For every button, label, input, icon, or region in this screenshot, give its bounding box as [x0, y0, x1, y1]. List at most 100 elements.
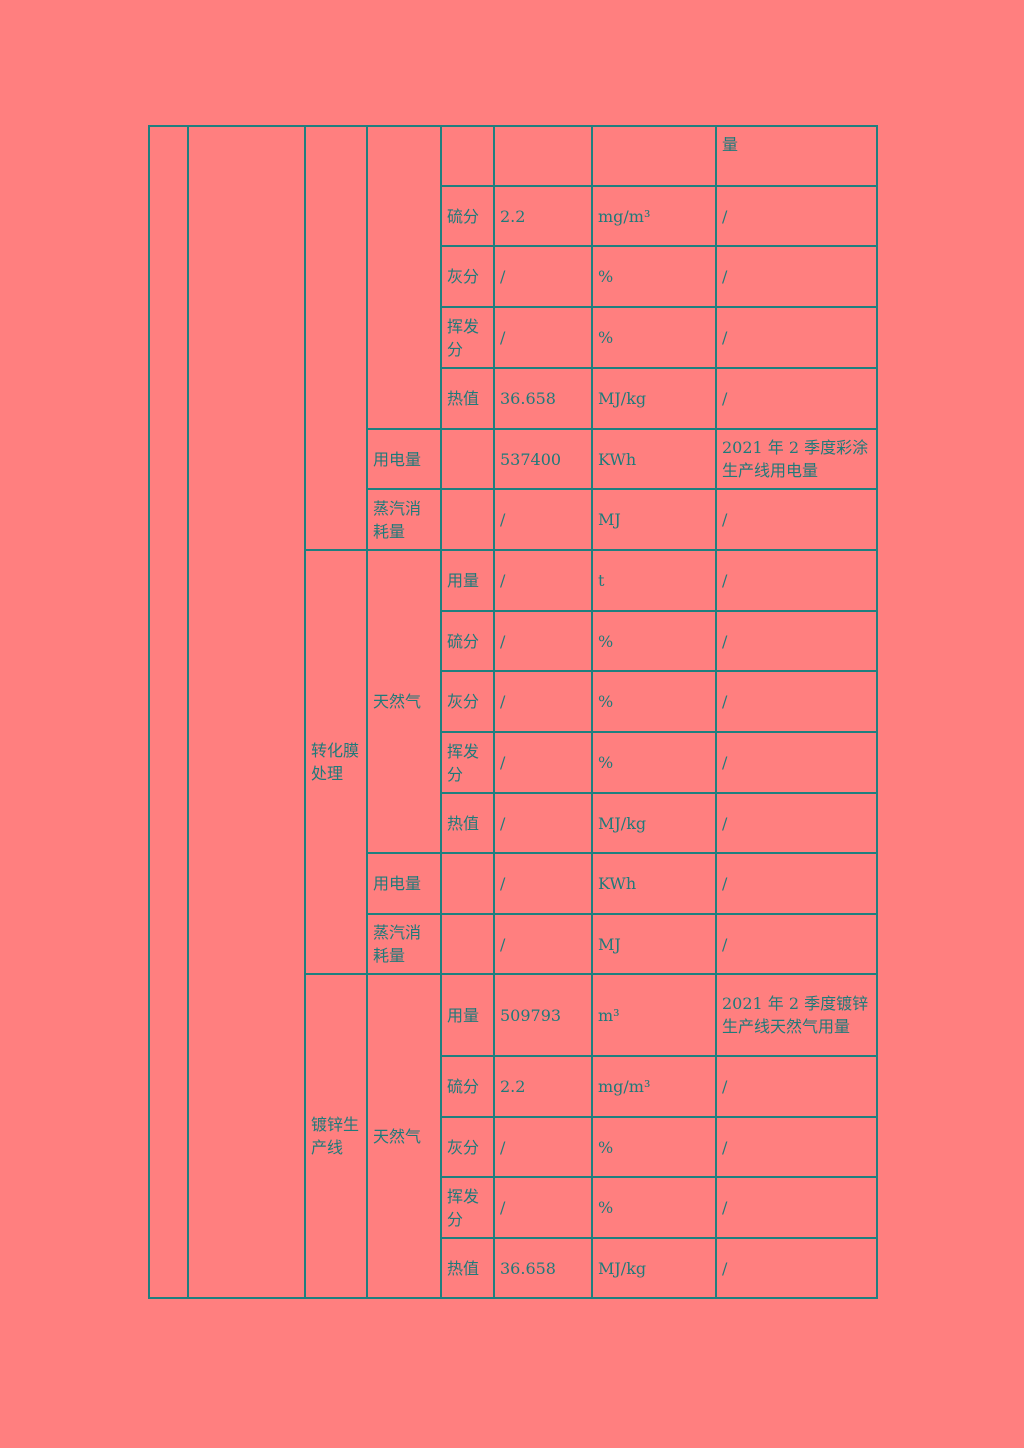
value-cell: 2.2 [493, 1055, 593, 1118]
value-cell: / [493, 1116, 593, 1178]
table-row: 用电量 / KWh / [149, 852, 878, 915]
note-cell: / [715, 610, 878, 672]
table-row: 热值 / MJ/kg / [149, 792, 878, 854]
value-cell: / [493, 549, 593, 612]
category-cell [366, 125, 442, 430]
note-cell: / [715, 306, 878, 369]
process-cell: 镀锌生产线 [304, 973, 368, 1299]
note-cell: / [715, 731, 878, 794]
table-row: 灰分 /% / [149, 670, 878, 733]
note-cell: / [715, 367, 878, 430]
table-row: 挥发分 /% / [149, 731, 878, 794]
note-cell: / [715, 852, 878, 915]
table-row: 挥发分 /% / [149, 306, 878, 369]
unit-cell: mg/m³ [591, 1055, 717, 1118]
item-cell: 用量 [440, 973, 495, 1057]
note-cell: / [715, 670, 878, 733]
unit-cell: % [591, 670, 717, 733]
item-cell [440, 125, 495, 187]
unit-cell: KWh [591, 428, 717, 490]
unit-cell: t [591, 549, 717, 612]
unit-cell: MJ/kg [591, 1237, 717, 1299]
unit-cell: mg/m³ [591, 185, 717, 247]
unit-cell: m³ [591, 973, 717, 1057]
item-cell: 灰分 [440, 245, 495, 308]
table-row: 用电量 537400 KWh 2021 年 2 季度彩涂生产线用电量 [149, 428, 878, 490]
item-cell: 热值 [440, 1237, 495, 1299]
table-row: 硫分 2.2 mg/m³ / [149, 1055, 878, 1118]
note-cell: / [715, 1116, 878, 1178]
unit-cell: % [591, 1116, 717, 1178]
table-row: 硫分 /% / [149, 610, 878, 672]
unit-cell: MJ/kg [591, 792, 717, 854]
note-cell: / [715, 488, 878, 551]
note-cell: 2021 年 2 季度彩涂生产线用电量 [715, 428, 878, 490]
category-cell: 天然气 [366, 549, 442, 854]
item-cell: 挥发分 [440, 306, 495, 369]
item-cell: 热值 [440, 367, 495, 430]
item-cell [440, 852, 495, 915]
note-cell: 量 [715, 125, 878, 187]
item-cell [440, 913, 495, 975]
unit-cell: % [591, 1176, 717, 1239]
note-cell: / [715, 549, 878, 612]
value-cell: 36.658 [493, 1237, 593, 1299]
table-row: 量 [148, 125, 878, 1299]
item-cell: 用量 [440, 549, 495, 612]
table-row: 转化膜处理 天然气 用量 / t / [149, 549, 878, 975]
note-cell: / [715, 913, 878, 975]
value-cell: 509793 [493, 973, 593, 1057]
process-cell: 转化膜处理 [304, 549, 368, 975]
unit-cell: % [591, 245, 717, 308]
value-cell: / [493, 731, 593, 794]
category-cell: 用电量 [366, 852, 442, 915]
table-row: 热值 36.658 MJ/kg / [149, 367, 878, 430]
value-cell: / [493, 913, 593, 975]
unit-cell: MJ/kg [591, 367, 717, 430]
energy-consumption-table: 量硫分 2.2 mg/m³ / 灰分 /% / 挥发分 /% / 热值 36.658 MJ/kg / 用电量… [148, 125, 878, 1299]
table-row: 灰分 /% / [149, 1116, 878, 1178]
value-cell: / [493, 306, 593, 369]
note-cell: / [715, 1176, 878, 1239]
table-row: 挥发分 /% / [149, 1176, 878, 1239]
item-cell: 硫分 [440, 610, 495, 672]
table-row: 蒸汽消耗量 / MJ / [149, 913, 878, 975]
table-row: 硫分 2.2 mg/m³ / [149, 185, 878, 247]
note-cell: / [715, 792, 878, 854]
unit-cell: % [591, 306, 717, 369]
value-cell: 36.658 [493, 367, 593, 430]
process-cell [304, 125, 368, 551]
item-cell: 灰分 [440, 670, 495, 733]
value-cell: / [493, 792, 593, 854]
value-cell [493, 125, 593, 187]
item-cell: 硫分 [440, 185, 495, 247]
unit-cell: KWh [591, 852, 717, 915]
item-cell: 挥发分 [440, 731, 495, 794]
index-cell [148, 125, 189, 1299]
item-cell: 热值 [440, 792, 495, 854]
unit-cell: % [591, 610, 717, 672]
note-cell: / [715, 185, 878, 247]
note-cell: / [715, 1237, 878, 1299]
unit-cell: % [591, 731, 717, 794]
table-row: 灰分 /% / [149, 245, 878, 308]
table-row: 镀锌生产线 天然气 用量 509793 m³ 2021 年 2 季度镀锌生产线天然气用量 [149, 973, 878, 1299]
note-cell: 2021 年 2 季度镀锌生产线天然气用量 [715, 973, 878, 1057]
category-cell: 蒸汽消耗量 [366, 488, 442, 551]
value-cell: / [493, 488, 593, 551]
value-cell: / [493, 852, 593, 915]
value-cell: / [493, 670, 593, 733]
type-cell [187, 125, 306, 1299]
unit-cell: MJ [591, 913, 717, 975]
unit-cell [591, 125, 717, 187]
item-cell: 挥发分 [440, 1176, 495, 1239]
category-cell: 蒸汽消耗量 [366, 913, 442, 975]
category-cell: 用电量 [366, 428, 442, 490]
value-cell: / [493, 245, 593, 308]
value-cell: / [493, 1176, 593, 1239]
value-cell: / [493, 610, 593, 672]
item-cell [440, 488, 495, 551]
note-cell: / [715, 1055, 878, 1118]
table-row: 蒸汽消耗量 / MJ / [149, 488, 878, 551]
item-cell: 硫分 [440, 1055, 495, 1118]
